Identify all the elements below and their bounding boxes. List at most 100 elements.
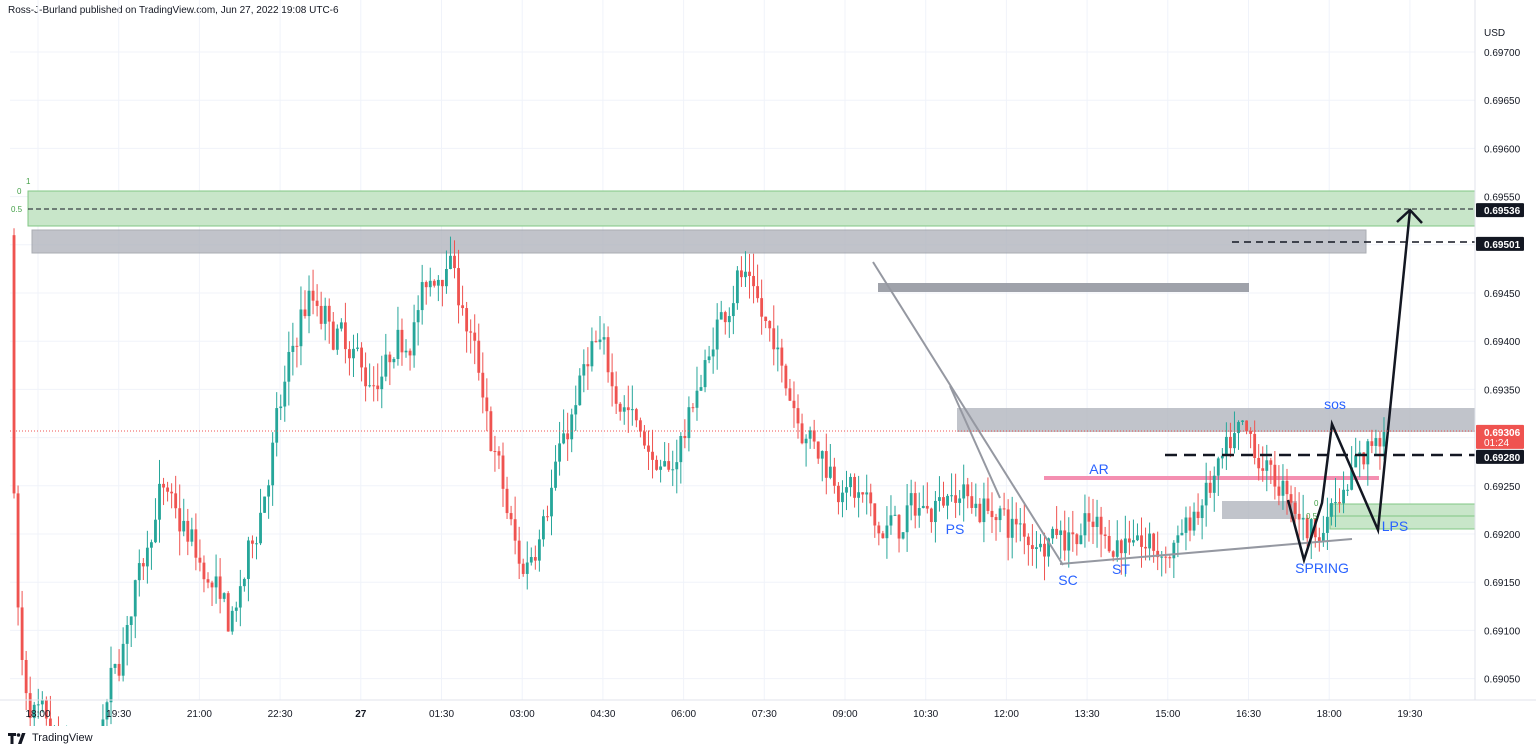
candle [1317, 527, 1321, 552]
candle [1305, 514, 1309, 547]
candle [1261, 446, 1265, 482]
candles [12, 228, 1386, 726]
candle [335, 324, 339, 355]
candle [513, 496, 517, 555]
candle [998, 505, 1002, 533]
candle [675, 439, 679, 494]
candle [1148, 522, 1152, 561]
candle [263, 496, 266, 513]
candle [287, 331, 291, 406]
candle [481, 352, 485, 414]
candle [1095, 499, 1099, 548]
candle [546, 505, 549, 522]
grey-zone-upper [878, 283, 1249, 292]
support-trendline [1059, 538, 1353, 565]
x-tick-label: 22:30 [268, 709, 293, 720]
candle [1144, 527, 1147, 561]
candle [622, 395, 626, 425]
fib-label: 0 [1314, 499, 1319, 508]
price-label-text: 0.69536 [1484, 206, 1521, 217]
annotation-lps: LPS [1382, 518, 1408, 534]
candle [449, 236, 452, 270]
candle [533, 545, 537, 570]
candle [683, 419, 687, 449]
candle [537, 529, 541, 572]
candle [40, 691, 44, 713]
candle [158, 459, 161, 543]
annotation-st: ST [1112, 561, 1130, 577]
x-tick-label: 03:00 [510, 709, 535, 720]
y-tick-label: 0.69650 [1484, 96, 1521, 107]
candle [1285, 468, 1289, 515]
candle [651, 429, 654, 479]
candle [824, 433, 828, 495]
time-axis[interactable]: 18:00 19:30 21:00 22:30 27 01:30 03:00 04:30 06:… [0, 699, 1536, 720]
x-tick-label: 18:00 [25, 709, 50, 720]
candle [1346, 484, 1350, 496]
candle [780, 338, 784, 383]
candle [695, 366, 699, 421]
candle [731, 285, 735, 335]
candle [150, 539, 153, 570]
candle [234, 601, 238, 622]
candle [566, 412, 570, 461]
price-label-text: 0.69280 [1484, 453, 1521, 464]
candle [938, 476, 941, 512]
candle [1119, 538, 1123, 575]
candle [663, 442, 667, 467]
candle [311, 269, 315, 315]
candle [1071, 510, 1075, 552]
candle [283, 365, 287, 422]
attribution-text: Ross-J-Burland published on TradingView.… [8, 5, 339, 16]
candle [707, 345, 711, 364]
candle [638, 417, 642, 438]
candle [57, 716, 59, 726]
candle [137, 549, 141, 597]
y-tick-label: 0.69150 [1484, 578, 1521, 589]
currency-label: USD [1484, 28, 1505, 39]
x-tick-label: 15:00 [1155, 709, 1180, 720]
candle [194, 513, 198, 571]
candle [667, 443, 671, 472]
candle [380, 355, 384, 409]
candle [958, 490, 962, 516]
candle [853, 473, 856, 508]
candle [1370, 429, 1374, 454]
candle [719, 300, 723, 320]
candle [1107, 519, 1111, 553]
x-tick-label: 04:30 [590, 709, 615, 720]
candle [1099, 506, 1103, 558]
candle [970, 482, 974, 514]
tradingview-brand[interactable]: TradingView [32, 732, 93, 744]
fib-labels: 100.500.5 [11, 177, 1319, 521]
tradingview-logo-icon[interactable] [8, 732, 28, 744]
price-label-box [1476, 424, 1524, 449]
candle [246, 536, 250, 602]
candle [113, 663, 117, 674]
candle [788, 378, 792, 402]
candle [457, 249, 460, 324]
candle [776, 325, 780, 372]
candle [1055, 506, 1059, 539]
candle [271, 432, 275, 506]
candle [1123, 515, 1127, 577]
price-axis[interactable]: USD 0.697000.696500.696000.695500.695000… [1474, 0, 1524, 700]
candle [768, 320, 772, 342]
candle [889, 495, 893, 535]
candle [1026, 533, 1030, 566]
candle [400, 318, 404, 366]
wyckoff-labels: PS SC AR ST SPRING sos LPS [946, 396, 1409, 588]
candle [909, 479, 913, 521]
candle [315, 284, 319, 317]
candle [356, 333, 359, 352]
candle [1338, 488, 1341, 513]
candle [343, 302, 347, 364]
x-tick-label: 18:00 [1317, 709, 1342, 720]
candle [1164, 546, 1168, 574]
candle [1014, 502, 1018, 543]
candle [820, 450, 824, 482]
candle [925, 482, 929, 514]
candle [643, 425, 646, 449]
candle [610, 353, 614, 407]
